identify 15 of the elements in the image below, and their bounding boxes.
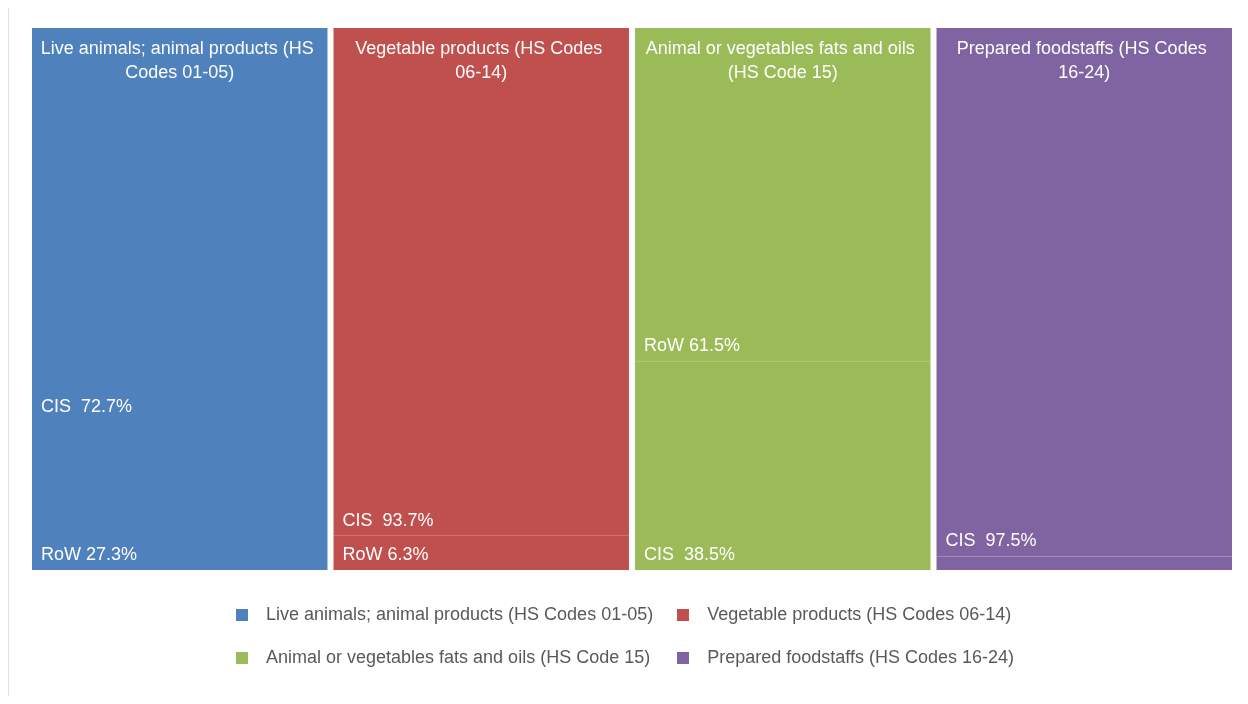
category-label: Animal or vegetables fats and oils (HS Code 15) — [265, 647, 651, 667]
data-label: CIS 72.7% — [41, 396, 133, 417]
category-label: Prepared foodstaffs (HS Codes 16-24) — [707, 647, 1015, 667]
data-label: CIS 97.5% — [945, 530, 1037, 551]
x-tick-label: Live animals; animal products (HS Codes 01-05) — [40, 38, 319, 82]
data-label: RoW 6.3% — [342, 544, 429, 564]
category-label: Vegetable products (HS Codes 06-14) — [707, 604, 1012, 624]
data-label: CIS 38.5% — [644, 544, 736, 564]
data-label: RoW 27.3% — [41, 544, 138, 564]
data-label: CIS 93.7% — [342, 509, 434, 530]
category-label: Live animals; animal products (HS Codes 01-05) — [265, 604, 654, 624]
x-tick-label: Animal or vegetables fats and oils (HS Code 15) — [645, 38, 920, 82]
data-label: RoW 61.5% — [644, 335, 741, 356]
x-tick-label: Prepared foodstaffs (HS Codes 16-24) — [956, 38, 1212, 82]
x-tick-label: Vegetable products (HS Codes 06-14) — [355, 38, 608, 82]
